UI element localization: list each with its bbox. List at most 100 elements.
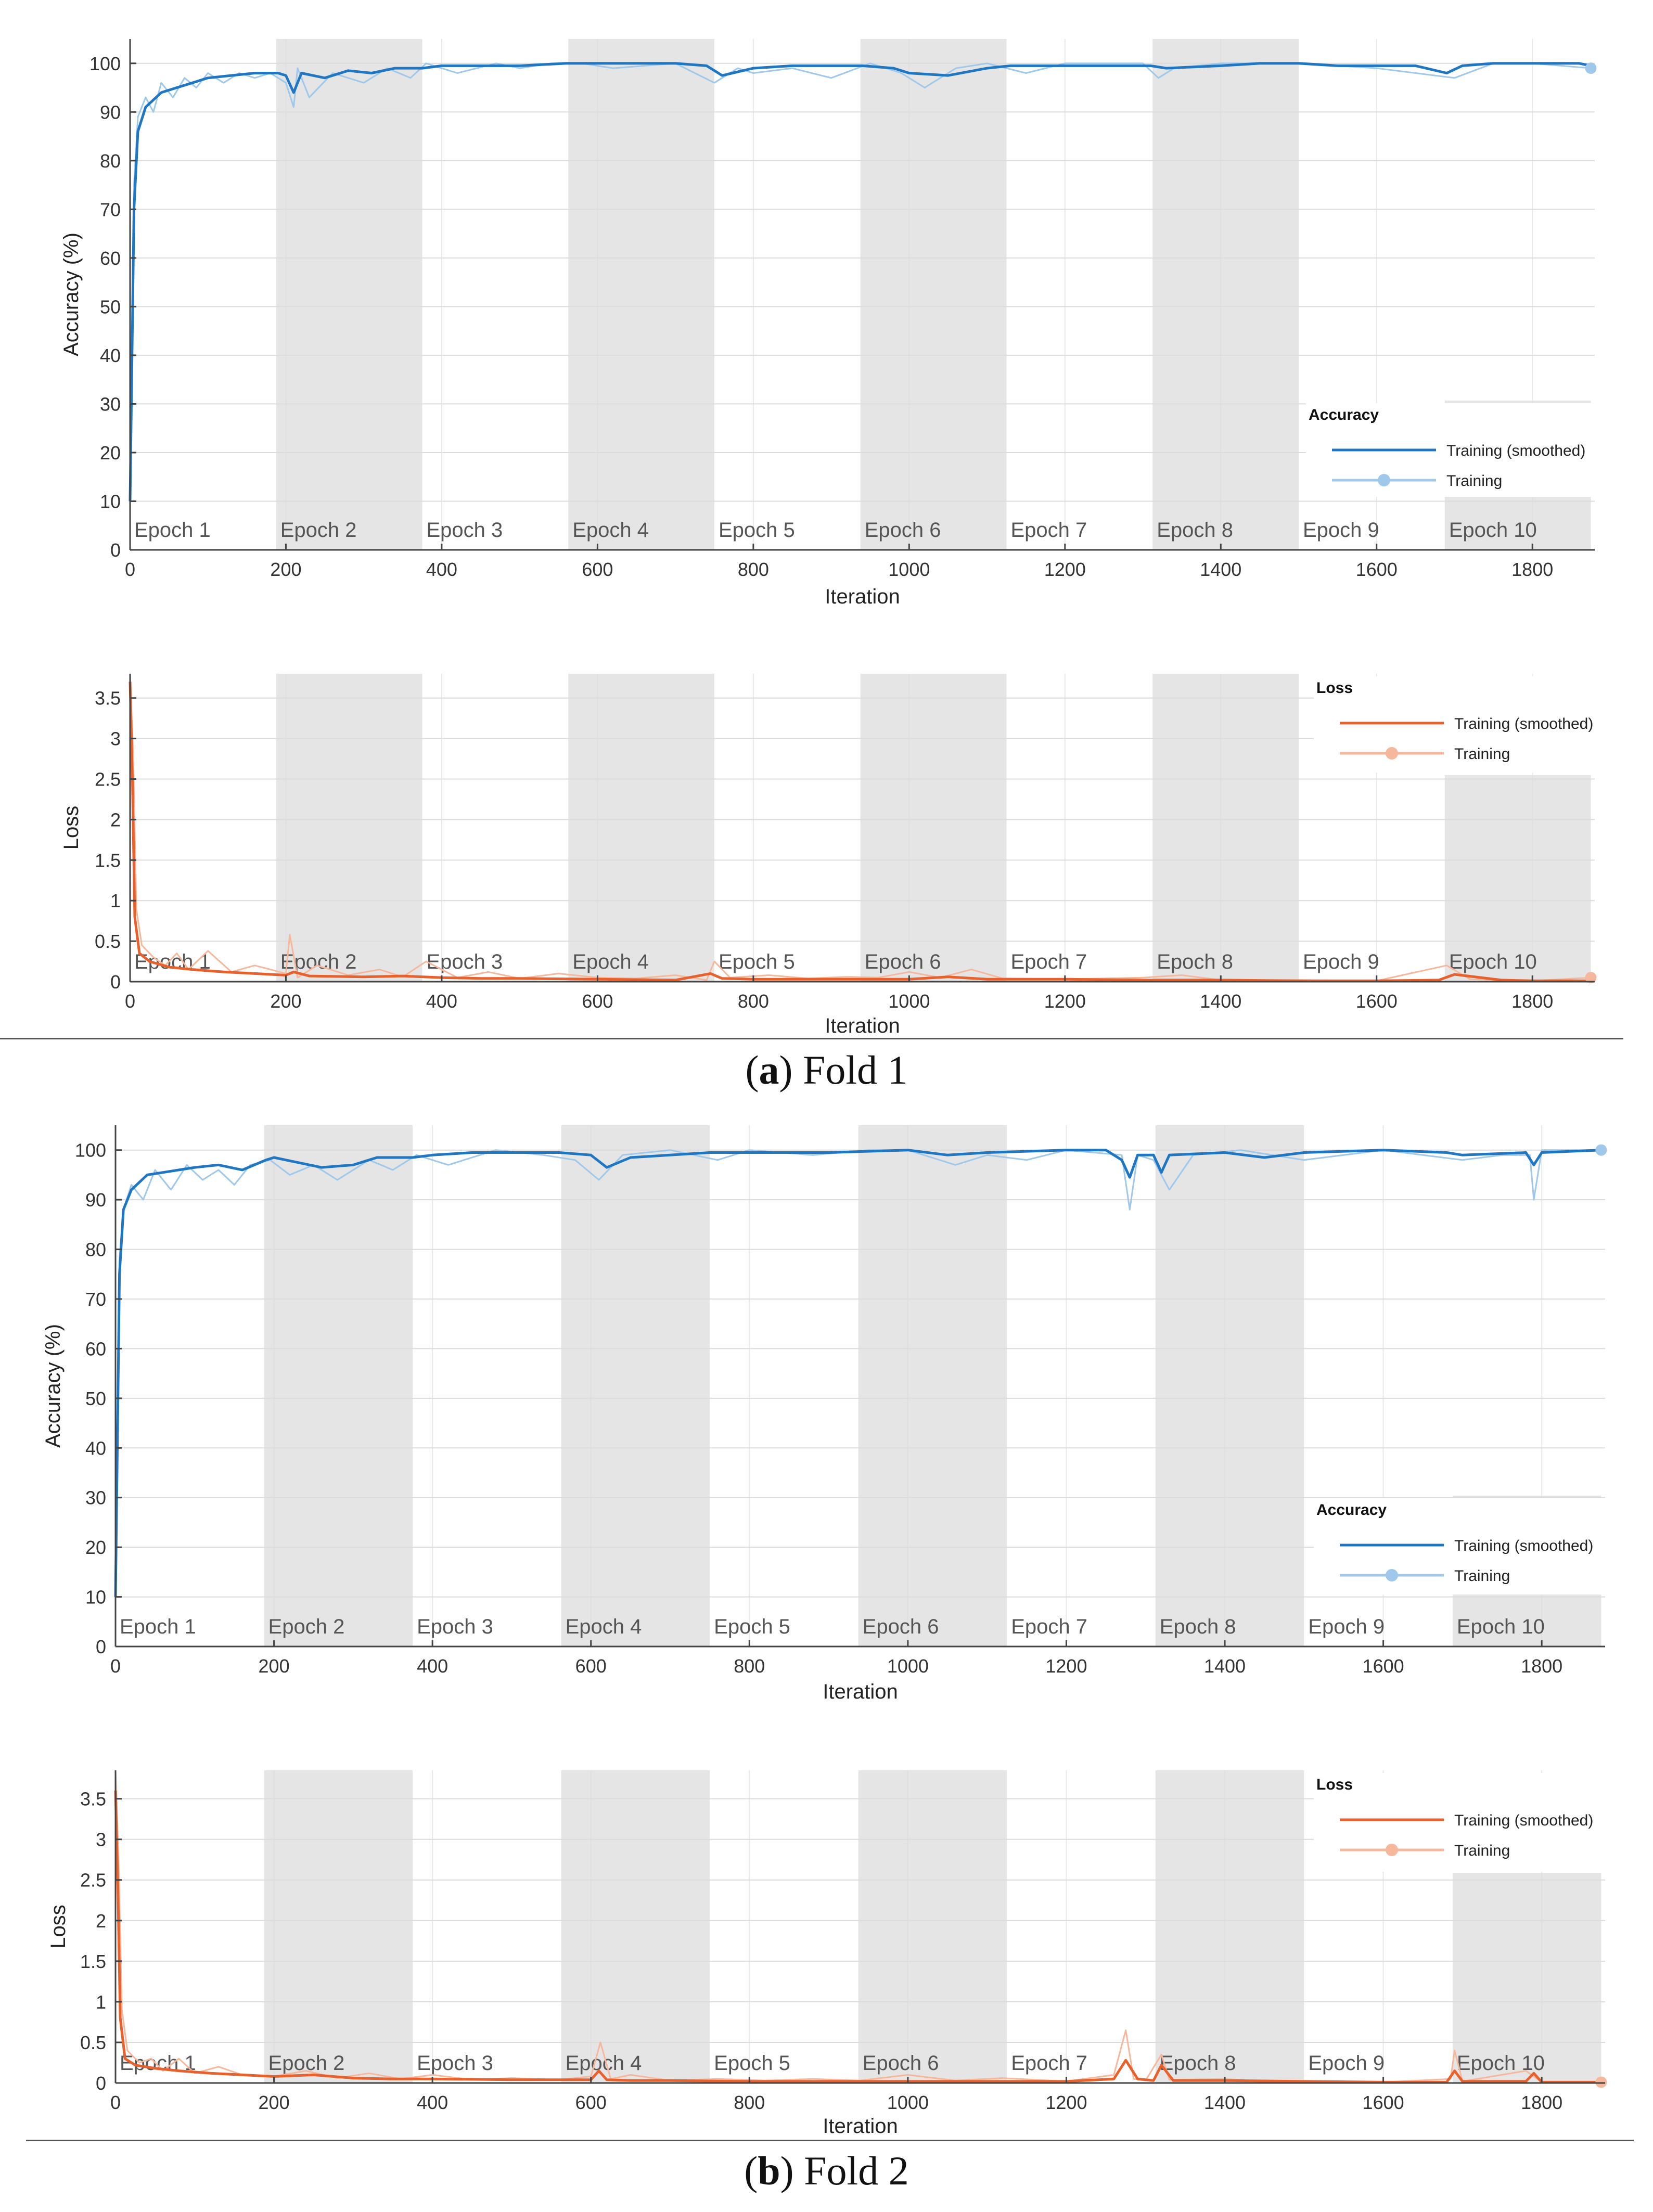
legend-entry-1: Training (smoothed) (1454, 1537, 1593, 1554)
x-tick-label: 1800 (1521, 2092, 1562, 2113)
epoch-label-7: Epoch 7 (1011, 2052, 1087, 2075)
legend-entry-1: Training (smoothed) (1454, 715, 1593, 732)
epoch-label-3: Epoch 3 (417, 2052, 493, 2075)
y-tick-label: 90 (85, 1189, 106, 1211)
x-tick-label: 600 (575, 1655, 607, 1677)
x-tick-label: 1400 (1200, 559, 1241, 580)
y-tick-label: 100 (75, 1140, 106, 1161)
y-axis-label: Loss (47, 1905, 70, 1949)
x-tick-label: 200 (259, 2092, 290, 2113)
epoch-label-7: Epoch 7 (1011, 519, 1087, 542)
x-tick-label: 1800 (1511, 991, 1553, 1012)
epoch-label-1: Epoch 1 (134, 519, 211, 542)
chart-panel-3: Epoch 1 Epoch 2 Epoch 3 Epoch 4 Epoch 5 Epoch… (42, 1125, 1613, 1703)
caption-fold-b: (b) Fold 2 (744, 2148, 909, 2193)
epoch-label-7: Epoch 7 (1011, 1615, 1087, 1638)
epoch-band-6 (858, 1125, 1007, 1647)
legend-entry-1: Training (smoothed) (1446, 442, 1585, 459)
x-tick-label: 400 (417, 2092, 448, 2113)
legend-box (1314, 1773, 1613, 1872)
legend-entry-1: Training (smoothed) (1454, 1812, 1593, 1829)
epoch-band-8 (1152, 674, 1299, 982)
legend: Accuracy Training (smoothed) Training (1314, 1498, 1613, 1594)
epoch-band-4 (568, 674, 715, 982)
x-tick-label: 1200 (1044, 991, 1086, 1012)
epoch-label-10: Epoch 10 (1457, 2052, 1545, 2075)
x-tick-label: 600 (575, 2092, 607, 2113)
series-training-raw (114, 1149, 1601, 1597)
y-axis-label: Accuracy (%) (42, 1324, 65, 1448)
y-tick-label: 1.5 (80, 1951, 106, 1972)
x-tick-label: 800 (734, 2092, 765, 2113)
epoch-label-9: Epoch 9 (1303, 519, 1379, 542)
epoch-label-4: Epoch 4 (572, 519, 649, 542)
x-tick-label: 1800 (1521, 1655, 1562, 1677)
y-tick-label: 0 (96, 2073, 106, 2094)
y-tick-label: 80 (100, 150, 121, 172)
legend: Loss Training (smoothed) Training (1314, 676, 1605, 773)
separator-fold-a (0, 1038, 1623, 1039)
x-tick-label: 1800 (1511, 559, 1553, 580)
y-tick-label: 50 (85, 1388, 106, 1409)
series-training-smoothed (129, 681, 1591, 982)
epoch-label-3: Epoch 3 (417, 1615, 493, 1638)
x-tick-label: 1600 (1363, 1655, 1404, 1677)
epoch-label-4: Epoch 4 (566, 1615, 642, 1638)
y-tick-label: 80 (85, 1239, 106, 1261)
y-tick-label: 100 (89, 53, 121, 74)
epoch-label-3: Epoch 3 (427, 519, 503, 542)
epoch-label-1: Epoch 1 (120, 1615, 196, 1638)
x-tick-label: 800 (738, 559, 769, 580)
y-tick-label: 40 (100, 345, 121, 366)
epoch-label-7: Epoch 7 (1011, 950, 1087, 973)
legend-marker (1378, 474, 1390, 486)
legend-entry-2: Training (1454, 1842, 1510, 1859)
epoch-label-3: Epoch 3 (427, 950, 503, 973)
y-tick-label: 60 (100, 248, 121, 269)
epoch-label-10: Epoch 10 (1449, 519, 1537, 542)
x-tick-label: 1000 (887, 1655, 929, 1677)
y-tick-label: 3.5 (95, 688, 121, 709)
x-tick-label: 1400 (1200, 991, 1241, 1012)
legend-title: Loss (1316, 679, 1353, 697)
series-training-smoothed (129, 62, 1592, 501)
x-tick-label: 0 (125, 559, 135, 580)
epoch-band-2 (264, 1770, 413, 2083)
y-tick-label: 3 (110, 728, 121, 750)
legend-title: Accuracy (1316, 1501, 1387, 1519)
x-tick-label: 600 (582, 559, 613, 580)
epoch-label-5: Epoch 5 (719, 950, 795, 973)
x-tick-label: 1000 (888, 559, 930, 580)
legend-entry-2: Training (1454, 1567, 1510, 1585)
x-tick-label: 200 (270, 991, 301, 1012)
y-tick-label: 0 (110, 971, 121, 993)
series-end-marker (1595, 1144, 1607, 1156)
y-tick-label: 0 (96, 1636, 106, 1657)
y-tick-label: 1.5 (95, 850, 121, 871)
epoch-band-6 (858, 1770, 1007, 2083)
y-tick-label: 40 (85, 1437, 106, 1459)
y-tick-label: 0 (110, 539, 121, 561)
y-tick-label: 1 (110, 890, 121, 911)
epoch-band-2 (276, 39, 422, 550)
y-tick-label: 1 (96, 1991, 106, 2013)
x-tick-label: 1600 (1363, 2092, 1404, 2113)
x-tick-label: 1400 (1204, 1655, 1246, 1677)
epoch-label-2: Epoch 2 (268, 1615, 345, 1638)
y-tick-label: 30 (100, 393, 121, 415)
y-tick-label: 2.5 (95, 769, 121, 790)
y-tick-label: 50 (100, 296, 121, 317)
y-axis-label: Loss (60, 806, 83, 850)
caption-text-a: ) Fold 1 (779, 1047, 908, 1092)
x-tick-label: 400 (417, 1655, 448, 1677)
epoch-band-10 (1452, 1873, 1601, 2083)
x-axis-label: Iteration (823, 2115, 898, 2138)
epoch-label-6: Epoch 6 (863, 1615, 939, 1638)
y-tick-label: 90 (100, 101, 121, 123)
caption-fold-a: (a) Fold 1 (745, 1047, 908, 1092)
legend: Accuracy Training (smoothed) Training (1306, 403, 1597, 497)
x-tick-label: 1000 (887, 2092, 929, 2113)
epoch-label-6: Epoch 6 (865, 950, 941, 973)
epoch-band-8 (1152, 39, 1299, 550)
y-tick-label: 2.5 (80, 1870, 106, 1891)
